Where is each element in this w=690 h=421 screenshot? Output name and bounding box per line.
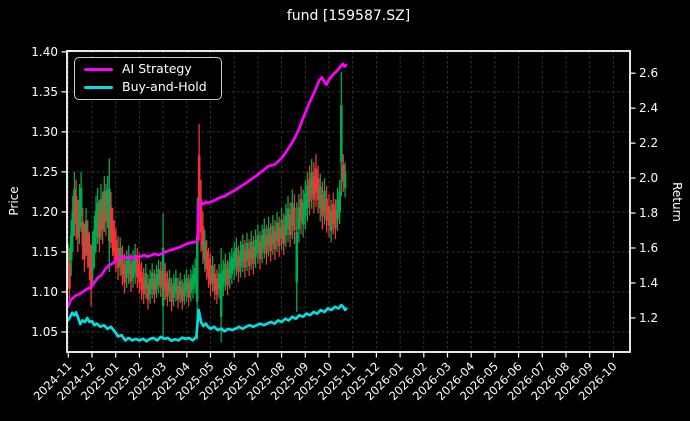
grid bbox=[67, 51, 630, 352]
return-axis-ticks: 1.2 1.4 1.6 1.8 2.0 2.2 2.4 2.6 bbox=[630, 66, 658, 325]
chart-title: fund [159587.SZ] bbox=[286, 8, 411, 24]
legend: AI Strategy Buy-and-Hold bbox=[74, 57, 222, 100]
svg-text:1.40: 1.40 bbox=[31, 45, 58, 59]
return-axis-label: Return bbox=[670, 182, 684, 222]
legend-item-ai-strategy: AI Strategy bbox=[84, 63, 212, 76]
svg-text:1.2: 1.2 bbox=[639, 311, 658, 325]
legend-label-ai-strategy: AI Strategy bbox=[122, 61, 192, 77]
price-axis-ticks: 1.05 1.10 1.15 1.20 1.25 1.30 1.35 1.40 bbox=[31, 45, 67, 339]
date-axis-ticks: 2024-112024-122025-012025-022025-032025-… bbox=[31, 352, 620, 403]
svg-text:1.4: 1.4 bbox=[639, 276, 658, 290]
svg-text:1.10: 1.10 bbox=[31, 285, 58, 299]
legend-label-buy-and-hold: Buy-and-Hold bbox=[122, 79, 207, 95]
svg-text:2.2: 2.2 bbox=[639, 136, 658, 150]
candlestick-series bbox=[67, 71, 347, 343]
price-axis-label: Price bbox=[7, 186, 21, 216]
legend-item-buy-and-hold: Buy-and-Hold bbox=[84, 81, 212, 94]
svg-text:1.25: 1.25 bbox=[31, 165, 58, 179]
svg-text:1.30: 1.30 bbox=[31, 125, 58, 139]
svg-text:1.05: 1.05 bbox=[31, 325, 58, 339]
svg-text:2.0: 2.0 bbox=[639, 171, 658, 185]
axes-frame bbox=[66, 50, 631, 353]
ai-strategy-line bbox=[66, 62, 348, 308]
svg-text:1.15: 1.15 bbox=[31, 245, 58, 259]
svg-text:1.35: 1.35 bbox=[31, 85, 58, 99]
svg-text:2.4: 2.4 bbox=[639, 101, 658, 115]
ai-strategy-line-swatch bbox=[84, 67, 113, 72]
svg-text:2.6: 2.6 bbox=[639, 66, 658, 80]
svg-text:1.6: 1.6 bbox=[639, 241, 658, 255]
buy-and-hold-line bbox=[66, 303, 348, 343]
svg-text:1.20: 1.20 bbox=[31, 205, 58, 219]
svg-text:1.8: 1.8 bbox=[639, 206, 658, 220]
buy-and-hold-line-swatch bbox=[84, 85, 113, 90]
